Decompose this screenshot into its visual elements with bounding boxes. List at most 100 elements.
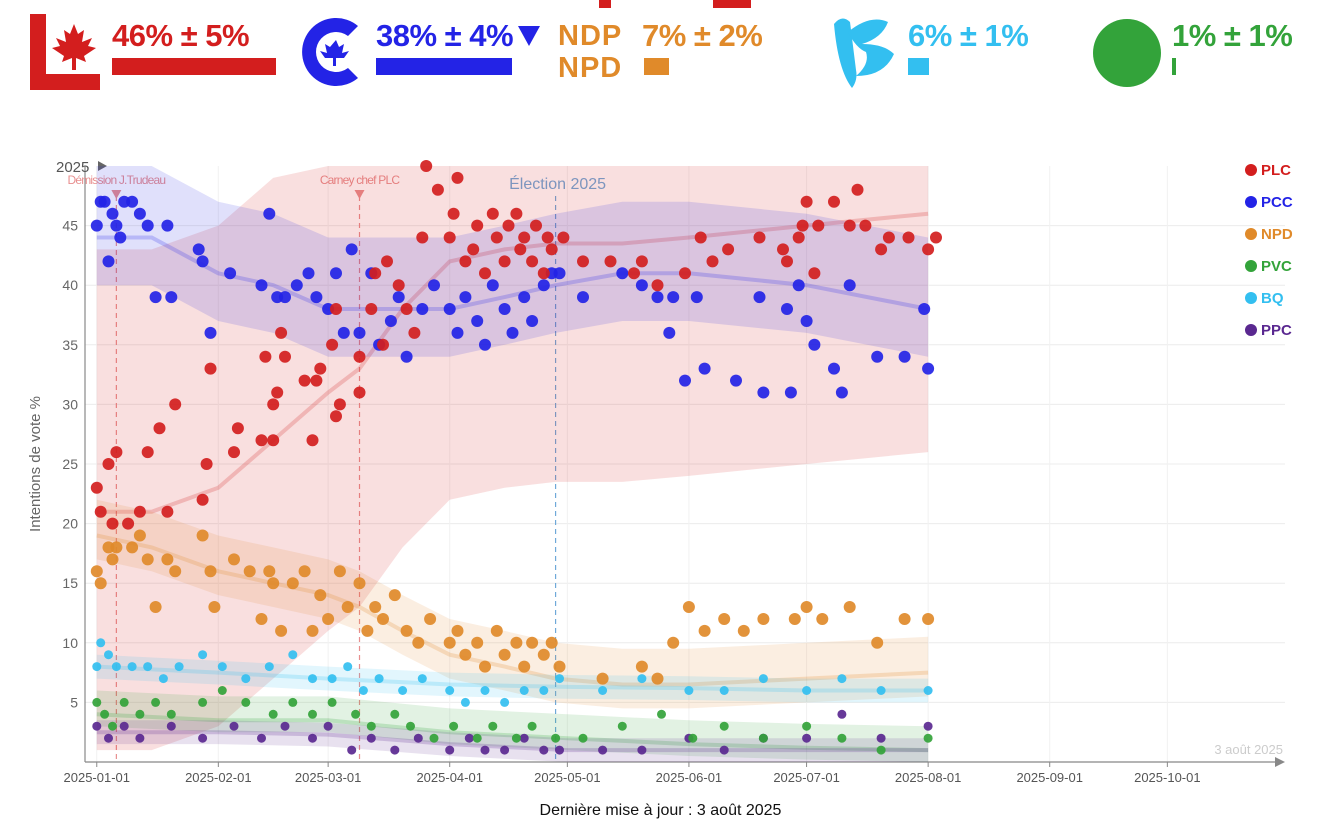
poll-point-plc [420, 160, 433, 172]
poll-point-pvc [135, 709, 145, 719]
y-tick-label: 35 [62, 337, 78, 353]
poll-point-bq [358, 686, 368, 695]
poll-point-pcc [577, 291, 589, 304]
poll-point-plc [326, 338, 339, 351]
poll-point-bq [445, 686, 455, 695]
conservative-logo-icon [302, 18, 358, 86]
poll-point-ppc [198, 733, 208, 743]
liberal-logo-icon [30, 14, 100, 90]
poll-point-pcc [781, 303, 793, 315]
poll-point-pvc [837, 733, 847, 743]
year-label: 2025 [56, 159, 89, 176]
y-tick-label: 45 [62, 218, 78, 234]
poll-point-plc [353, 386, 366, 399]
poll-point-bq [104, 650, 113, 660]
poll-point-pcc [922, 362, 935, 375]
poll-point-plc [812, 219, 825, 232]
poll-point-npd [286, 577, 299, 590]
y-tick-label: 15 [62, 575, 78, 591]
poll-point-plc [110, 446, 123, 459]
poll-point-pcc [730, 374, 742, 387]
poll-point-npd [490, 624, 503, 637]
poll-point-ppc [413, 733, 423, 743]
legend-label: PLC [1261, 162, 1291, 179]
gpc-share-bar [1172, 58, 1176, 75]
poll-point-npd [314, 589, 327, 602]
poll-point-pvc [488, 721, 498, 731]
poll-point-npd [141, 553, 154, 566]
trend-line-ppc [96, 730, 929, 753]
last-updated: Dernière mise à jour : 3 août 2025 [539, 802, 782, 819]
event-label: Démission J.Trudeau [68, 173, 166, 187]
poll-point-pvc [308, 709, 317, 719]
poll-point-pcc [196, 255, 209, 268]
cpc-percentage: 38% ± 4% [376, 18, 514, 53]
poll-point-pcc [506, 326, 519, 339]
poll-point-npd [369, 601, 382, 613]
legend-marker [1245, 164, 1257, 176]
poll-point-npd [526, 636, 539, 649]
poll-point-pvc [876, 745, 886, 755]
poll-point-plc [545, 243, 558, 256]
confidence-band-pvc [96, 690, 929, 762]
poll-point-plc [310, 374, 323, 387]
y-tick-label: 40 [62, 277, 78, 293]
poll-point-plc [502, 219, 515, 232]
poll-point-pvc [449, 721, 459, 731]
poll-point-bq [288, 650, 298, 660]
poll-point-bq [539, 686, 549, 695]
poll-point-npd [263, 565, 276, 578]
poll-point-npd [94, 577, 107, 590]
lpc-share-bar [112, 58, 276, 75]
poll-point-pcc [918, 303, 931, 315]
poll-point-pcc [416, 303, 429, 315]
poll-point-plc [922, 243, 935, 256]
poll-point-pcc [141, 219, 154, 232]
poll-point-plc [330, 303, 342, 315]
party-card-cpc: 38% ± 4% [296, 10, 556, 95]
poll-point-pvc [288, 697, 298, 707]
poll-point-pcc [263, 207, 276, 220]
poll-point-ppc [166, 721, 176, 731]
trend-line-npd [96, 533, 929, 687]
legend-label: PVC [1261, 258, 1292, 275]
poll-point-plc [510, 207, 523, 220]
x-tick-label: 2025-04-01 [416, 770, 483, 785]
poll-point-bq [876, 686, 886, 695]
poll-point-pcc [392, 291, 405, 304]
poll-point-pvc [511, 733, 521, 743]
legend-marker [1245, 324, 1257, 336]
poll-point-ppc [347, 745, 357, 755]
poll-point-pcc [345, 243, 358, 256]
ndp-logo-icon: NDP [558, 20, 623, 52]
poll-point-plc [271, 386, 284, 399]
poll-point-plc [196, 493, 209, 506]
poll-point-plc [722, 243, 735, 256]
poll-point-ppc [464, 733, 474, 743]
poll-point-bq [198, 650, 208, 660]
y-tick-label: 25 [62, 456, 78, 472]
poll-point-plc [275, 326, 288, 339]
poll-point-ppc [555, 745, 564, 755]
poll-point-plc [298, 374, 311, 387]
poll-point-npd [698, 624, 711, 637]
poll-point-npd [169, 565, 182, 578]
poll-point-ppc [390, 745, 400, 755]
poll-point-pcc [110, 219, 123, 232]
poll-point-plc [161, 505, 174, 518]
poll-point-pcc [835, 386, 848, 399]
header-accent-mark [713, 0, 751, 8]
poll-point-plc [902, 231, 915, 244]
poll-point-pvc [268, 709, 278, 719]
poll-point-plc [530, 219, 542, 232]
poll-point-pvc [657, 709, 666, 719]
poll-point-pvc [390, 709, 400, 719]
legend-label: PCC [1261, 194, 1293, 211]
poll-point-bq [802, 686, 812, 695]
poll-point-plc [365, 303, 378, 315]
poll-point-plc [141, 446, 154, 459]
x-tick-label: 2025-03-01 [295, 770, 362, 785]
y-tick-label: 10 [62, 635, 78, 651]
poll-point-pcc [800, 315, 813, 327]
legend-label: NPD [1261, 226, 1293, 243]
